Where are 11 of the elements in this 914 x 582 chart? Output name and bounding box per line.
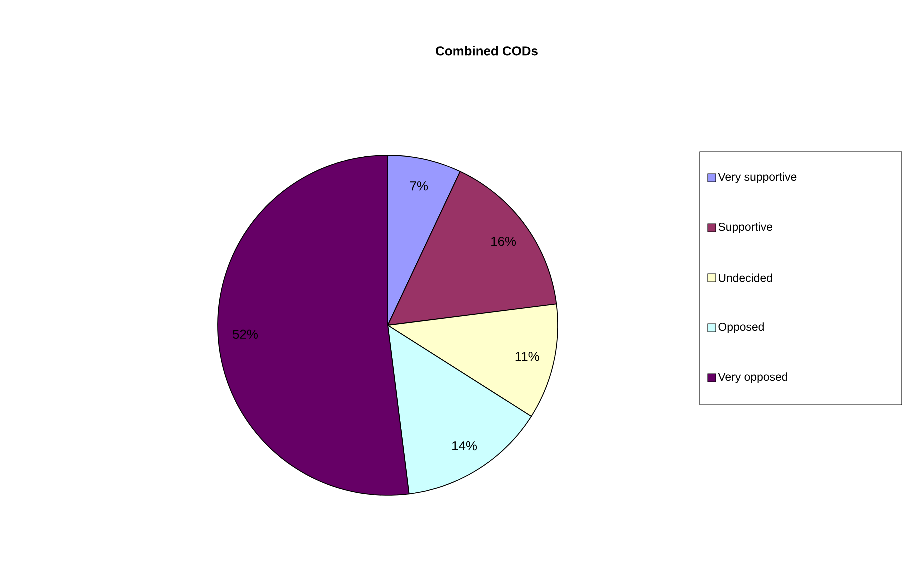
data-label: 14%: [452, 442, 478, 451]
legend-label: Undecided: [719, 274, 772, 282]
data-label: 52%: [233, 330, 258, 340]
data-label: 7%: [410, 182, 428, 191]
legend-label: Opposed: [718, 322, 764, 334]
data-label: 16%: [492, 236, 516, 246]
legend-label: Supportive: [718, 222, 772, 234]
chart-title: Combined CODs: [436, 46, 538, 56]
data-label: 11%: [516, 352, 540, 362]
legend-label: Very supportive: [718, 172, 797, 184]
legend-label: Very opposed: [718, 372, 788, 384]
